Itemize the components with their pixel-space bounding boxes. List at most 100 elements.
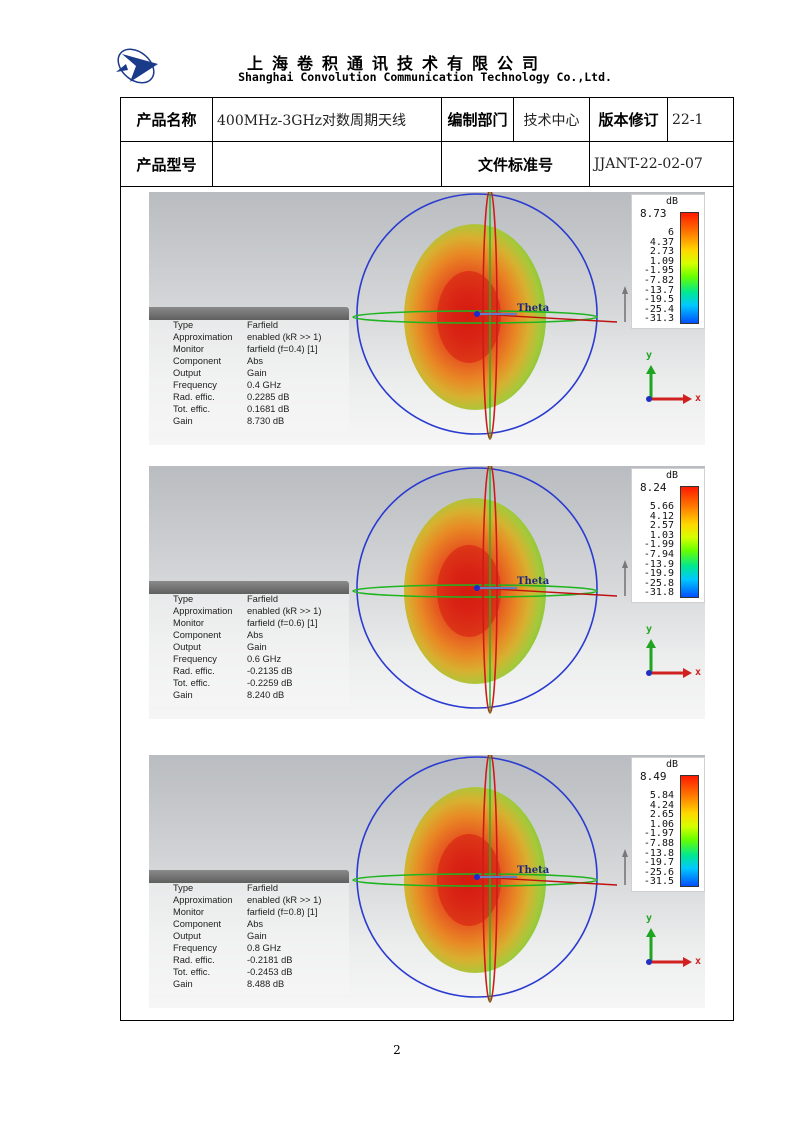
info-value: 0.2285 dB [247,392,290,402]
info-panel-header [149,870,349,883]
info-key: Type [173,883,194,893]
info-value: 8.730 dB [247,416,285,426]
info-value: Gain [247,931,267,941]
legend-max: 8.73 [640,207,667,220]
color-scale-legend: dB 8.73 6 4.37 2.73 1.09 -1.95 -7.82 -13.7 -19.5-… [631,194,705,329]
legend-max: 8.24 [640,481,667,494]
axis-triad [646,639,692,678]
page-number: 2 [393,1043,401,1057]
legend-tick: -7.82 [643,275,674,286]
company-logo [116,48,158,84]
info-key: Frequency [173,943,217,953]
info-value: farfield (f=0.6) [1] [247,618,318,628]
legend-tick: -25.4 [643,303,674,315]
info-key: Gain [173,979,193,989]
info-key: Tot. effic. [173,678,211,688]
legend-tick: 5.66 [649,501,674,512]
info-key: Tot. effic. [173,404,211,414]
info-key: Approximation [173,332,233,342]
legend-tick: 1.09 [649,255,674,267]
legend-tick: -19.5 [643,294,674,306]
doc-number-value: JJANT-22-02-07 [594,156,703,172]
dept-label: 编制部门 [447,111,508,129]
info-value: Farfield [247,594,279,604]
farfield-plot-2: Theta y x Type Farfield Approximation enabled … [149,466,705,719]
info-value: Farfield [247,883,279,893]
radiation-pattern-graphic [352,755,692,1003]
axis-triad [646,365,692,404]
theta-label: Theta [517,576,550,587]
info-value: 8.240 dB [247,690,285,700]
legend-tick: 1.06 [649,818,674,830]
axis-x-label: x [695,956,702,967]
info-value: 8.488 dB [247,979,285,989]
info-key: Output [173,368,201,378]
revision-label: 版本修订 [598,111,659,129]
info-panel-header [149,581,349,594]
info-value: Abs [247,919,264,929]
info-value: -0.2135 dB [247,666,293,676]
info-value: enabled (kR >> 1) [247,606,322,616]
info-value: Gain [247,642,267,652]
legend-tick: -31.8 [643,587,674,599]
theta-label: Theta [517,865,550,876]
phi-ring [352,584,598,598]
dept-value: 技术中心 [523,112,580,129]
axis-x-label: x [695,667,702,678]
info-value: 0.1681 dB [247,404,290,414]
legend-unit: dB [666,196,679,207]
info-value: Gain [247,368,267,378]
legend-tick: -7.88 [643,838,674,849]
axis-y-label: y [646,350,653,361]
product-name-label: 产品名称 [136,111,197,129]
legend-tick: 6 [667,227,674,238]
info-key: Output [173,642,201,652]
document-table: 产品名称 400MHz-3GHz对数周期天线 编制部门 技术中心 版本修订 22… [120,97,734,1021]
info-key: Gain [173,690,193,700]
theta-circle [356,467,598,709]
info-key: Component [173,630,222,640]
legend-tick: -25.8 [643,577,674,589]
info-value: farfield (f=0.8) [1] [247,907,318,917]
legend-tick: -13.7 [643,284,674,296]
legend-tick: 5.84 [649,790,674,801]
info-key: Approximation [173,895,233,905]
legend-color-bar [680,212,699,324]
axis-x-label: x [695,393,702,404]
info-key: Output [173,931,201,941]
farfield-plot-1: Theta y x Type Farfield Approximation enabled … [149,192,705,445]
simulation-info-panel: Type Farfield Approximation enabled (kR >> … [149,594,349,706]
info-key: Type [173,594,194,604]
product-name-value: 400MHz-3GHz对数周期天线 [217,112,407,129]
color-scale-legend: dB 8.49 5.84 4.24 2.65 1.06 -1.97 -7.88 -13.8 -19… [631,757,705,892]
legend-tick: -1.99 [643,539,674,551]
info-panel-header [149,307,349,320]
legend-tick: -1.97 [643,828,674,840]
info-value: Abs [247,356,264,366]
farfield-plot-3: Theta y x Type Farfield Approximation enabled … [149,755,705,1008]
legend-color-bar [680,486,699,598]
info-value: Farfield [247,320,279,330]
legend-tick: -31.5 [643,876,674,888]
info-key: Gain [173,416,193,426]
info-key: Monitor [173,618,205,628]
company-name-en: Shanghai Convolution Communication Techn… [238,70,612,84]
phi-ring [352,873,598,887]
axis-y-label: y [646,624,653,635]
info-key: Type [173,320,194,330]
legend-tick: 4.37 [649,236,674,248]
info-value: enabled (kR >> 1) [247,895,322,905]
info-key: Rad. effic. [173,666,215,676]
legend-color-bar [680,775,699,887]
doc-number-label: 文件标准号 [477,155,553,174]
radiation-pattern-graphic [352,466,692,714]
info-key: Monitor [173,907,205,917]
legend-tick: -19.9 [643,568,674,580]
theta-label: Theta [517,303,550,314]
legend-max: 8.49 [640,770,667,783]
info-key: Component [173,356,222,366]
info-key: Monitor [173,344,205,354]
legend-tick: -31.3 [643,313,674,325]
info-key: Approximation [173,606,233,616]
info-key: Rad. effic. [173,392,215,402]
